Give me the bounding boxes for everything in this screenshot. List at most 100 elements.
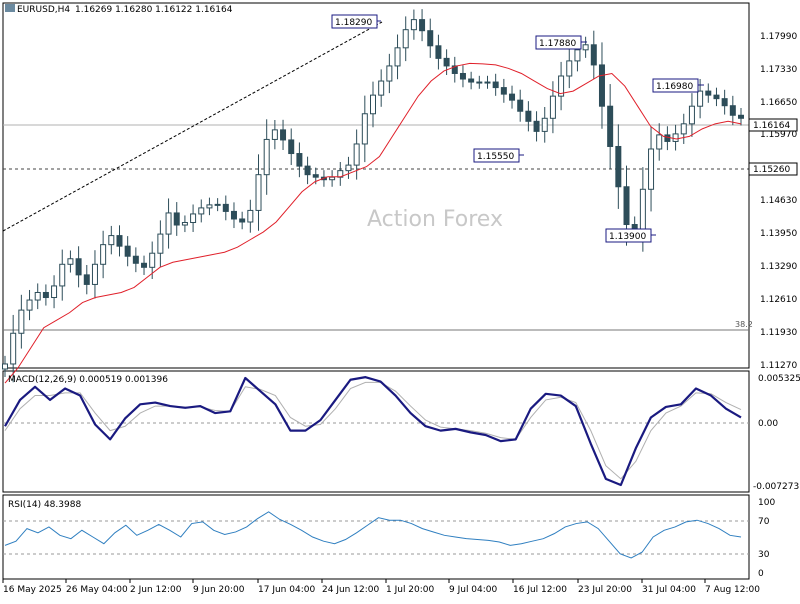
candle [100,230,107,279]
rsi-layer [4,511,742,559]
candle [222,195,229,221]
trough-label: 1.13900 [609,232,646,242]
candle [34,283,41,310]
candle [533,111,540,142]
candle [263,119,270,195]
y-tick-price: 1.15970 [760,130,797,140]
peak-label: 1.16980 [656,82,693,92]
candle [607,84,614,169]
last-price-box [748,118,798,132]
candle [468,71,475,90]
candle [484,75,491,89]
price-y-axis: 1.17990 1.17330 1.16650 1.15970 1.14630 … [760,32,797,371]
candle [337,161,344,186]
candle [51,275,58,309]
x-tick: 9 Jun 20:00 [193,585,245,595]
candle [173,202,180,236]
x-tick: 9 Jul 04:00 [449,585,498,595]
candle [124,236,131,267]
candle [198,199,205,223]
x-tick: 1 Jul 20:00 [386,585,435,595]
moving-average-line [4,62,742,384]
y-tick-macd: 0.005325 [758,374,800,384]
candle [91,250,98,299]
candle [190,204,197,232]
y-tick-macd: -0.007273 [753,482,799,492]
candle [271,120,278,150]
watermark: Action Forex [367,207,503,232]
candle [688,93,695,137]
candle [67,250,74,273]
candle [75,246,82,288]
candle [476,75,483,89]
macd-title: MACD(12,26,9) 0.000519 0.001396 [8,375,168,385]
symbol-label: EURUSD,H4 [17,5,70,15]
candle [59,249,66,301]
candle [517,89,524,122]
candle [549,81,556,134]
candle [721,89,728,115]
chart-header: EURUSD,H4 1.16269 1.16280 1.16122 1.1616… [5,4,233,15]
candle [353,129,360,180]
y-tick-price: 1.13290 [760,262,797,272]
candle [108,225,115,255]
trough-label: 1.15550 [477,152,514,162]
candle [288,128,295,166]
candle [370,81,376,128]
rsi-line [4,511,742,559]
candle [304,156,311,185]
candle [181,215,188,233]
candle [230,202,237,229]
price-annotations: 1.18290 1.17880 1.16980 1.15550 1.13900 [331,14,704,243]
candle [2,355,8,378]
candle [378,69,385,107]
candle [329,170,336,187]
x-tick: 16 May 2025 [3,585,62,595]
moving-average-layer [4,62,742,384]
candle [598,42,605,129]
fib-label: 38.2 [735,320,753,329]
candle [427,18,434,58]
rsi-panel-frame [2,494,750,580]
candle [26,289,33,321]
candle [419,9,426,42]
candle [42,284,49,306]
candle [165,198,172,249]
x-tick: 23 Jul 20:00 [578,585,632,595]
last-price-label: 1.16164 [753,121,790,131]
candle [738,108,744,126]
x-tick: 2 Jun 12:00 [130,585,182,595]
candle [443,49,450,75]
candle [141,255,148,275]
price-panel-frame [2,2,750,369]
candle [10,314,17,383]
candle [18,294,25,349]
y-tick-price: 1.11930 [760,328,797,338]
candle [705,83,712,103]
y-tick-macd: 0.00 [758,419,778,429]
y-tick-price: 1.16650 [760,98,797,108]
candle [206,197,213,216]
header-arrow-icon [5,4,15,12]
x-tick: 31 Jul 04:00 [642,585,696,595]
y-tick-price: 1.14630 [760,196,797,206]
candle [664,126,671,151]
candle [214,198,221,212]
candle [280,119,287,151]
x-tick: 26 May 04:00 [66,585,128,595]
macd-y-axis: 0.005325 0.00 -0.007273 [753,374,800,492]
candle [713,87,720,107]
candle [83,264,90,295]
support-price-box [748,162,798,176]
candle [410,9,417,40]
y-tick-price: 1.17330 [760,65,797,75]
candle [296,142,303,178]
candle [656,123,663,161]
candle [590,30,597,80]
candle [361,95,368,163]
candle [459,65,466,88]
support-price-label: 1.15260 [753,165,790,175]
y-tick-price: 1.13950 [760,229,797,239]
y-tick-price: 1.11270 [760,361,797,371]
